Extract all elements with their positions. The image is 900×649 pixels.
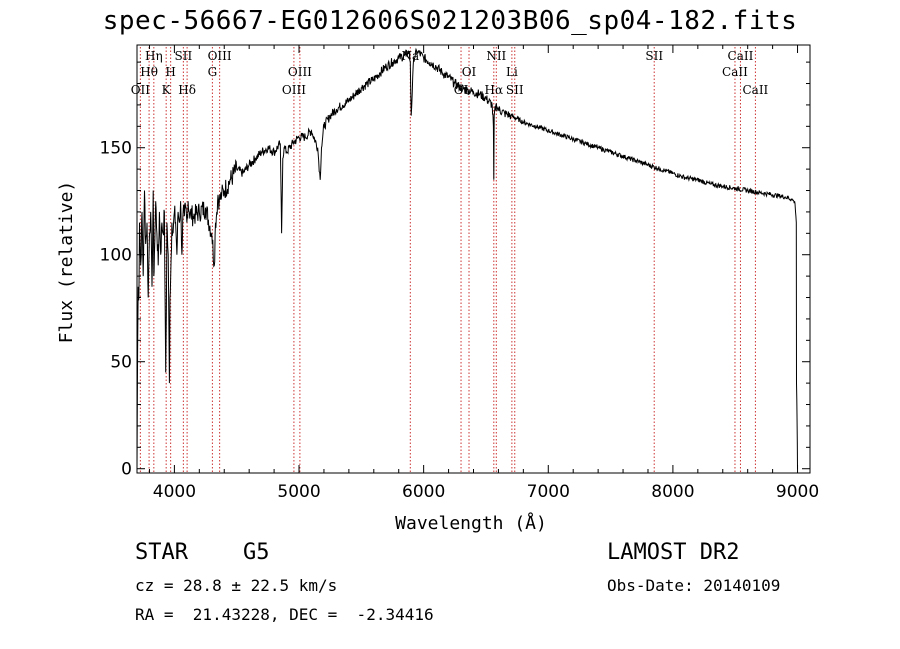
- y-tick-label: 50: [110, 353, 132, 373]
- line-label: OI: [454, 83, 469, 97]
- line-label: G: [208, 65, 218, 79]
- obs-date: Obs-Date: 20140109: [607, 576, 781, 595]
- x-tick-label: 9000: [776, 482, 819, 502]
- line-label: Hθ: [140, 65, 158, 79]
- line-label: CaII: [742, 83, 768, 97]
- y-axis-label: Flux (relative): [56, 181, 77, 344]
- line-label: OI: [462, 65, 477, 79]
- line-label: CaII: [722, 65, 748, 79]
- line-label: K: [162, 83, 172, 97]
- spectrum-line: [136, 47, 798, 469]
- line-label: Hα: [485, 83, 504, 97]
- survey-name: LAMOST DR2: [607, 540, 740, 565]
- redshift-text: cz = 28.8 ± 22.5 km/s: [135, 576, 338, 595]
- line-label: NII: [486, 49, 506, 63]
- y-tick-label: 100: [100, 246, 132, 266]
- line-markers: [139, 47, 756, 473]
- line-label: SII: [645, 49, 663, 63]
- line-annotations: Hη Hθ OII HK SII Hδ OIII G OIII OIII Na NII OI OI HαLi…: [131, 49, 769, 97]
- y-tick-label: 0: [121, 460, 132, 480]
- line-label: Hδ: [178, 83, 196, 97]
- line-label: OIII: [282, 83, 306, 97]
- x-axis-label: Wavelength (Å): [395, 512, 547, 534]
- line-label: Hη: [145, 49, 163, 63]
- line-label: H: [165, 65, 175, 79]
- chart-title: spec-56667-EG012606S021203B06_sp04-182.f…: [102, 6, 798, 36]
- line-label: OIII: [288, 65, 312, 79]
- spectrum-line-group: [136, 47, 798, 469]
- x-tick-label: 6000: [402, 482, 445, 502]
- x-tick-label: 5000: [277, 482, 320, 502]
- x-tick-label: 7000: [527, 482, 570, 502]
- x-tick-label: 8000: [651, 482, 694, 502]
- axes: [136, 44, 811, 474]
- y-tick-label: 150: [100, 139, 132, 159]
- coordinates: RA = 21.43228, DEC = -2.34416: [135, 605, 434, 624]
- line-label: Na: [401, 49, 419, 63]
- line-label: Li: [506, 65, 518, 79]
- tick-labels: 4000 5000 6000 7000 8000 9000 0 50 100 150: [100, 139, 820, 502]
- line-label: CaII: [728, 49, 754, 63]
- object-class: STAR: [135, 540, 188, 565]
- line-label: SII: [506, 83, 524, 97]
- line-label: OII: [131, 83, 151, 97]
- line-label: SII: [175, 49, 193, 63]
- x-tick-label: 4000: [153, 482, 196, 502]
- object-subclass: G5: [243, 540, 270, 565]
- plot-frame: [136, 44, 811, 474]
- line-label: OIII: [208, 49, 232, 63]
